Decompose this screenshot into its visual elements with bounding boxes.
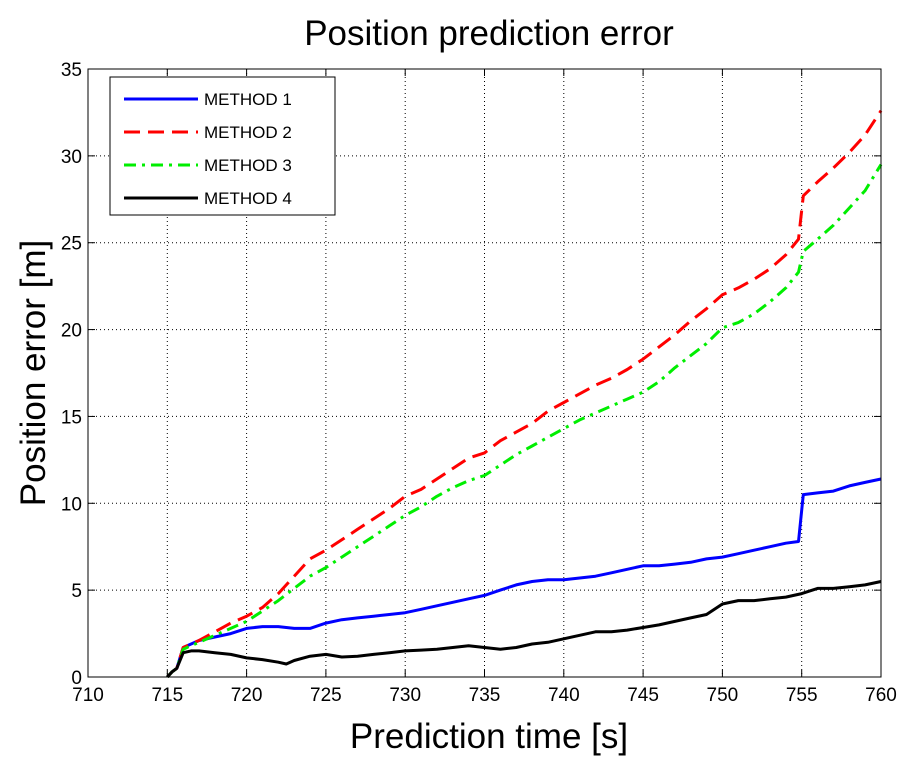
legend-label-method-1: METHOD 1 bbox=[204, 90, 292, 109]
x-tick-label: 715 bbox=[151, 685, 183, 706]
legend-label-method-3: METHOD 3 bbox=[204, 156, 292, 175]
x-tick-label: 710 bbox=[72, 685, 104, 706]
chart-title: Position prediction error bbox=[304, 14, 674, 53]
y-axis-label: Position error [m] bbox=[14, 240, 53, 506]
series-line-method-1 bbox=[166, 477, 882, 679]
grid bbox=[88, 69, 881, 677]
y-tick-label: 0 bbox=[71, 668, 82, 689]
x-tick-label: 735 bbox=[469, 685, 501, 706]
x-tick-label: 720 bbox=[231, 685, 263, 706]
x-tick-label: 760 bbox=[865, 685, 897, 706]
y-tick-label: 30 bbox=[61, 147, 82, 168]
x-tick-label: 755 bbox=[786, 685, 818, 706]
series-line-method-3 bbox=[166, 163, 883, 679]
axis-ticks bbox=[87, 68, 882, 678]
series-line-method-2 bbox=[166, 109, 883, 679]
legend: METHOD 1 METHOD 2 METHOD 3 METHOD 4 bbox=[109, 76, 336, 216]
x-tick-label: 730 bbox=[389, 685, 421, 706]
y-tick-label: 10 bbox=[61, 494, 82, 515]
y-tick-labels: 0 5 10 15 20 25 30 35 bbox=[61, 60, 82, 689]
series-layer bbox=[166, 109, 883, 679]
x-axis-label: Prediction time [s] bbox=[350, 717, 628, 756]
y-tick-label: 35 bbox=[61, 60, 82, 81]
y-tick-label: 15 bbox=[61, 407, 82, 428]
series-line-method-4 bbox=[166, 580, 882, 679]
y-tick-label: 5 bbox=[71, 581, 82, 602]
x-tick-labels: 710 715 720 725 730 735 740 745 750 755 760 bbox=[72, 685, 897, 706]
x-tick-label: 725 bbox=[310, 685, 342, 706]
y-tick-label: 25 bbox=[61, 234, 82, 255]
x-tick-label: 745 bbox=[627, 685, 659, 706]
legend-label-method-2: METHOD 2 bbox=[204, 123, 292, 142]
y-tick-label: 20 bbox=[61, 321, 82, 342]
x-tick-label: 750 bbox=[707, 685, 739, 706]
legend-label-method-4: METHOD 4 bbox=[204, 189, 292, 208]
x-tick-label: 740 bbox=[548, 685, 580, 706]
